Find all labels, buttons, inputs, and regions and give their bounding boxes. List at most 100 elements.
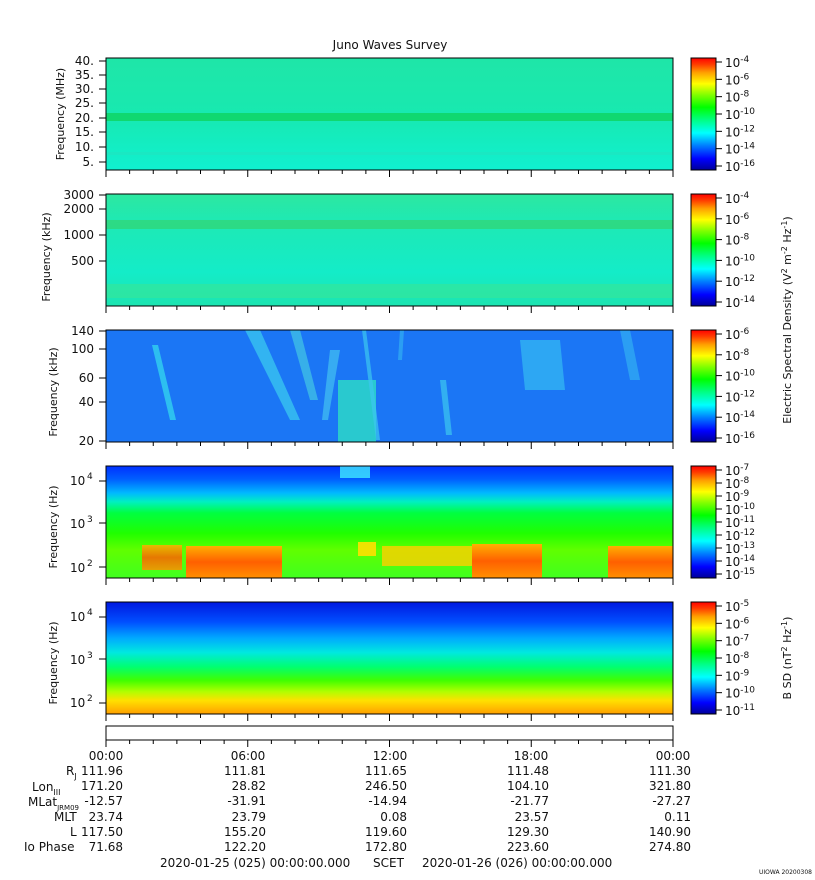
- svg-text:2: 2: [87, 559, 93, 569]
- tick-label: 10: [70, 610, 85, 624]
- time-ticks: [105, 170, 674, 747]
- panel-5-colorbar: [690, 601, 717, 715]
- tick-label: 30.: [75, 82, 94, 96]
- tick-label: 10.: [75, 140, 94, 154]
- tick-label: 10: [70, 517, 85, 531]
- colorbar-tick-label: 10-4: [725, 191, 750, 206]
- panel-1: Frequency (MHz) 40. 35. 30. 25. 20. 15. …: [54, 54, 717, 171]
- colorbar-tick-label: 10-11: [725, 703, 755, 718]
- ephem-value: 0.11: [664, 810, 691, 824]
- electric-colorbar-label: Electric Spectral Density (V2 m-2 Hz-1): [780, 216, 794, 423]
- colorbar-tick-label: 10-7: [725, 634, 749, 649]
- ephem-value: -31.91: [227, 794, 266, 808]
- footer-frame: SCET: [373, 856, 405, 870]
- ephem-value: 172.80: [365, 840, 407, 854]
- ephem-value: 23.57: [515, 810, 549, 824]
- footer-start: 2020-01-25 (025) 00:00:00.000: [160, 856, 350, 870]
- ephem-label-io: Io Phase: [24, 840, 75, 854]
- panel-1-yticks: 40. 35. 30. 25. 20. 15. 10. 5.: [75, 54, 94, 169]
- ephem-value: 122.20: [224, 840, 266, 854]
- tick-label: 2000: [63, 202, 94, 216]
- panel-3-bursts: [152, 330, 640, 442]
- time-label: 18:00: [514, 749, 549, 763]
- panel-3: Frequency (kHz) 140 100 60 40 20: [47, 324, 717, 448]
- tick-label: 500: [71, 254, 94, 268]
- ephem-value: -27.27: [652, 794, 691, 808]
- colorbar-tick-label: 10-12: [725, 389, 755, 404]
- colorbar-tick-label: 10-8: [725, 90, 750, 105]
- ephem-value: 111.65: [365, 764, 407, 778]
- ephem-value: -21.77: [510, 794, 549, 808]
- tick-label: 10: [70, 696, 85, 710]
- tick-label: 60: [79, 371, 94, 385]
- colorbar-tick-label: 10-6: [725, 212, 750, 227]
- tick-label: 40: [79, 395, 94, 409]
- tick-label: 20.: [75, 111, 94, 125]
- panel-5: Frequency (Hz) 10 10 10 4 3 2 B SD (nT2 …: [47, 601, 794, 715]
- ephem-label-rj: RJ: [66, 764, 77, 781]
- colorbar-tick-label: 10-16: [725, 431, 755, 446]
- panel-2: Frequency (kHz) 3000 2000 1000 500: [40, 188, 717, 307]
- ephem-value: 129.30: [507, 825, 549, 839]
- colorbar-tick-label: 10-15: [725, 567, 755, 582]
- panel-5-colorbar-label: B SD (nT2 Hz-1): [780, 617, 794, 700]
- ephem-value: 140.90: [649, 825, 691, 839]
- colorbar-tick-label: 10-16: [725, 159, 755, 174]
- svg-text:2: 2: [87, 694, 93, 704]
- figure-title: Juno Waves Survey: [332, 38, 448, 52]
- tick-label: 40.: [75, 54, 94, 68]
- ephem-value: 28.82: [232, 779, 266, 793]
- ephem-label-mlt: MLT: [54, 810, 77, 824]
- ephem-value: 23.79: [232, 810, 266, 824]
- panel-4: Frequency (Hz) 1010^4 10 10 4 3 2: [47, 465, 717, 579]
- colorbar-tick-label: 10-10: [725, 107, 755, 122]
- panel-1-colorbar: [690, 57, 717, 171]
- panel-5-ylabel: Frequency (Hz): [47, 622, 60, 705]
- panel-4-ylabel: Frequency (Hz): [47, 486, 60, 569]
- svg-text:3: 3: [87, 515, 93, 525]
- ephem-value: 246.50: [365, 779, 407, 793]
- tick-label: 100: [71, 342, 94, 356]
- tick-label: 10: [70, 653, 85, 667]
- panel-2-colorbar: [690, 193, 717, 307]
- ephem-value: 23.74: [89, 810, 123, 824]
- colorbar-tick-label: 10-6: [725, 616, 750, 631]
- tick-label: 5.: [83, 155, 94, 169]
- ephem-value: 111.96: [81, 764, 123, 778]
- ephem-value: -12.57: [84, 794, 123, 808]
- ephem-value: 111.30: [649, 764, 691, 778]
- ephem-value: 0.08: [380, 810, 407, 824]
- time-axis-strip: [105, 725, 674, 741]
- colorbar-tick-label: 10-10: [725, 369, 755, 384]
- colorbar-tick-label: 10-10: [725, 686, 755, 701]
- tick-label: 140: [71, 324, 94, 338]
- colorbar-tick-label: 10-12: [725, 124, 755, 139]
- tick-label: 15.: [75, 125, 94, 139]
- footer: 2020-01-25 (025) 00:00:00.000 SCET 2020-…: [160, 856, 612, 870]
- tick-label: 25.: [75, 96, 94, 110]
- colorbar-tick-label: 10-6: [725, 72, 750, 87]
- tick-label: 35.: [75, 68, 94, 82]
- tick-label: 20: [79, 434, 94, 448]
- colorbar-tick-label: 10-8: [725, 348, 750, 363]
- ephem-value: 119.60: [365, 825, 407, 839]
- colorbar-ticks: 10-4 10-6 10-8 10-10 10-12 10-14 10-16 10-4 10-6…: [716, 55, 755, 718]
- ephem-label-l: L: [70, 825, 77, 839]
- time-label: 06:00: [231, 749, 266, 763]
- tick-label: 3000: [63, 188, 94, 202]
- tick-label: 10: [70, 561, 85, 575]
- ephem-value: -14.94: [368, 794, 407, 808]
- ephem-label-lon: LonIII: [32, 780, 61, 797]
- tick-label: 1000: [63, 228, 94, 242]
- panel-3-ylabel: Frequency (kHz): [47, 347, 60, 436]
- colorbar-tick-label: 10-6: [725, 327, 750, 342]
- colorbar-tick-label: 10-12: [725, 274, 755, 289]
- time-label: 00:00: [656, 749, 691, 763]
- ephem-value: 155.20: [224, 825, 266, 839]
- ephem-value: 111.81: [224, 764, 266, 778]
- panel-1-ylabel: Frequency (MHz): [54, 68, 67, 160]
- panel-5-spectrogram: [106, 602, 673, 714]
- colorbar-tick-label: 10-9: [725, 668, 750, 683]
- panel-2-ylabel: Frequency (kHz): [40, 212, 53, 301]
- panel-2-band-1300khz: [106, 220, 673, 229]
